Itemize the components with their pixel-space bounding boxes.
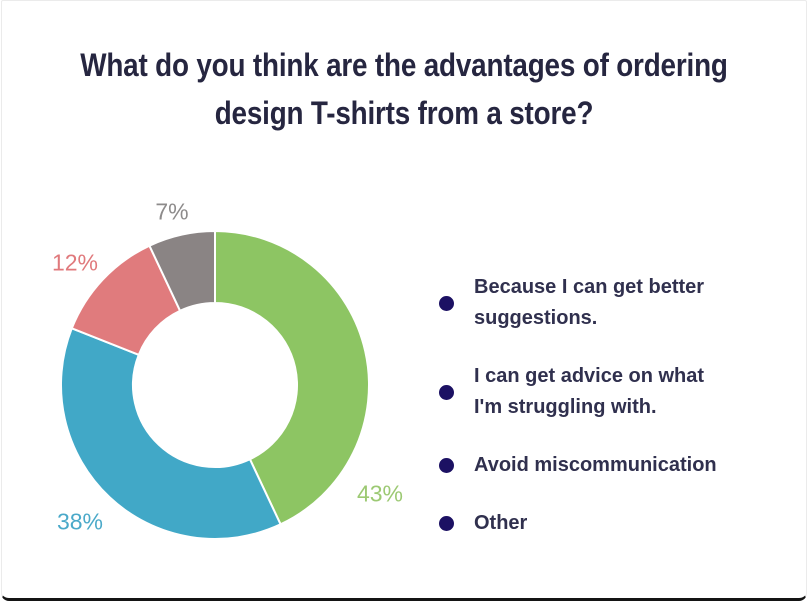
chart-title-line-1: What do you think are the advantages of …: [80, 47, 728, 83]
legend-item-label: Avoid miscommunication: [474, 454, 717, 476]
legend-bullet-icon: [439, 516, 454, 531]
legend-item-0[interactable]: Because I can get better suggestions.: [439, 272, 739, 334]
donut-chart[interactable]: [58, 228, 372, 542]
slice-percent-label-3: 7%: [155, 198, 189, 225]
legend-bullet-icon: [439, 458, 454, 473]
chart-legend: Because I can get better suggestions. I …: [439, 272, 739, 566]
chart-title: What do you think are the advantages of …: [2, 41, 806, 137]
legend-bullet-icon: [439, 295, 454, 311]
chart-title-line-2: design T-shirts from a store?: [214, 95, 594, 131]
donut-slice-3[interactable]: [148, 229, 216, 313]
slice-percent-label-1: 38%: [56, 508, 104, 535]
donut-slice-0[interactable]: [214, 229, 370, 526]
slice-percent-label-0: 43%: [356, 480, 404, 507]
legend-item-1[interactable]: I can get advice on what I'm struggling …: [439, 361, 739, 423]
legend-item-label: I can get advice on what I'm struggling …: [474, 365, 705, 418]
donut-slice-1[interactable]: [60, 327, 282, 540]
legend-item-label: Other: [474, 512, 528, 534]
legend-item-3[interactable]: Other: [439, 508, 739, 539]
legend-bullet-icon: [439, 384, 454, 400]
slice-percent-label-2: 12%: [51, 249, 99, 276]
legend-item-2[interactable]: Avoid miscommunication: [439, 450, 739, 481]
legend-item-label: Because I can get better suggestions.: [474, 276, 705, 329]
